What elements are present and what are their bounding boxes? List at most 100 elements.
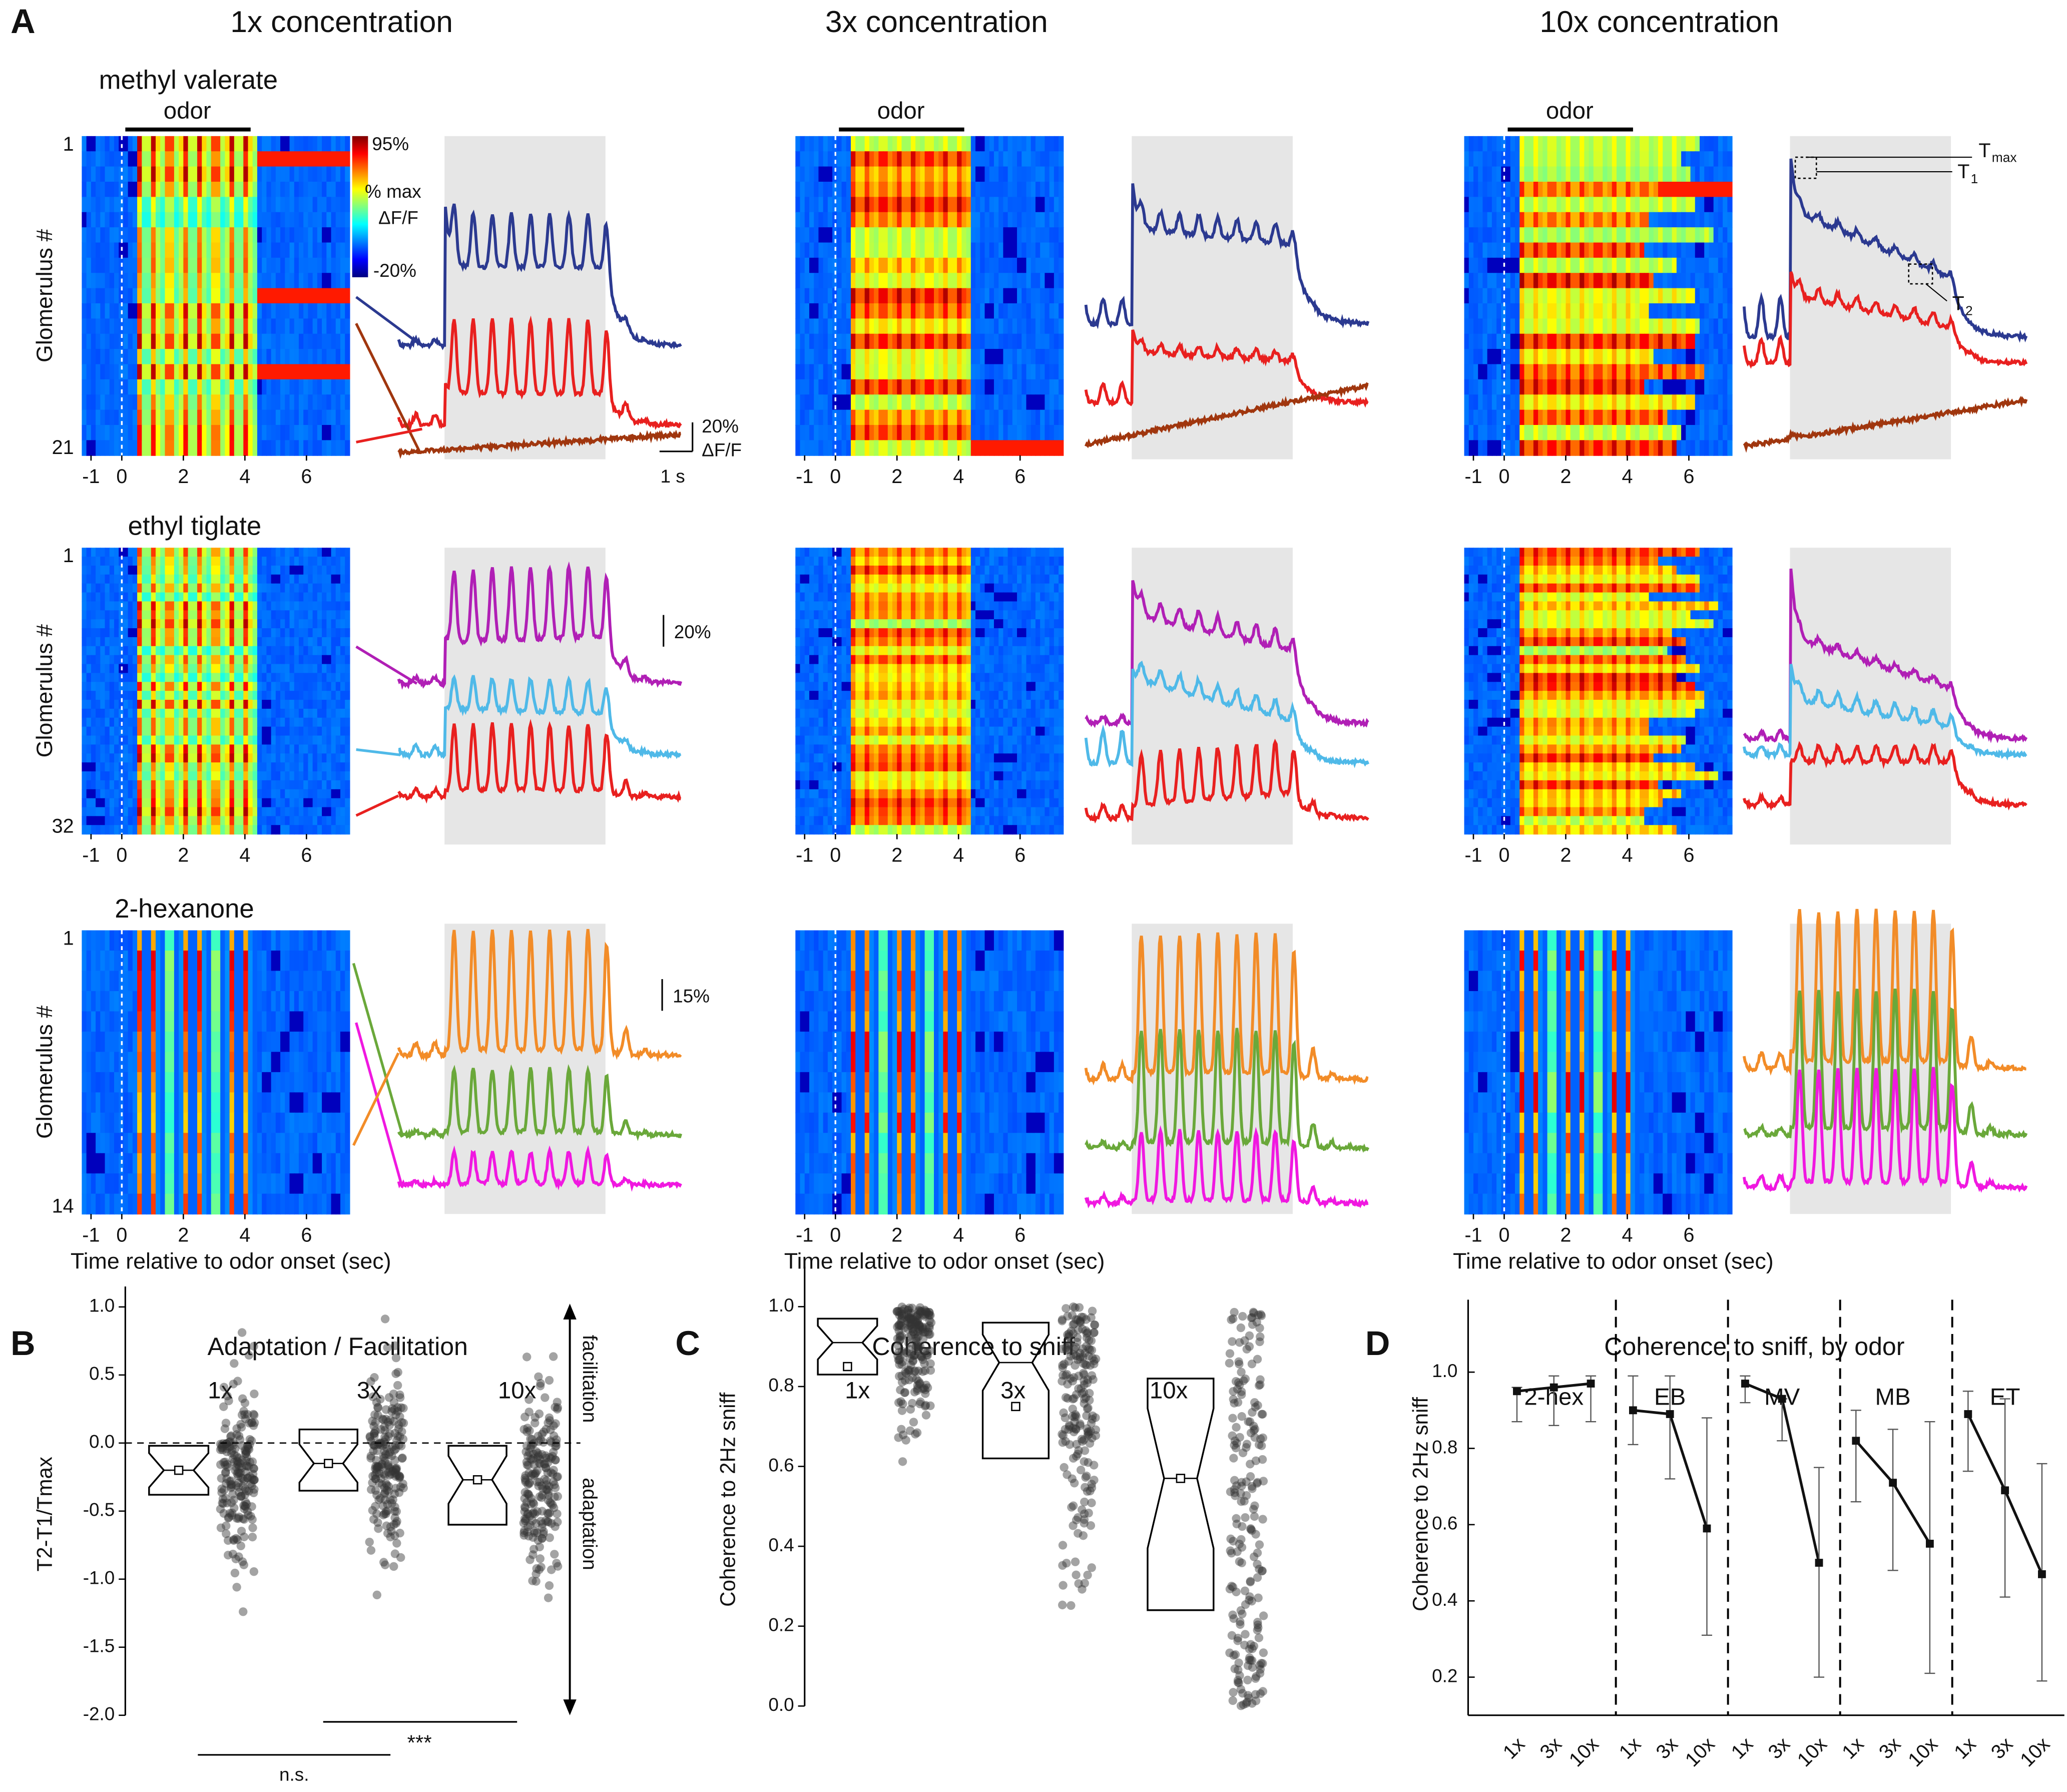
- heatmap-cell: [165, 798, 170, 808]
- heatmap-cell: [345, 1193, 350, 1215]
- heatmap-cell: [202, 771, 207, 781]
- heatmap-cell: [220, 771, 226, 781]
- heatmap-cell: [156, 557, 161, 566]
- heatmap-cell: [114, 1072, 120, 1093]
- heatmap-cell: [275, 798, 281, 808]
- heatmap-cell: [206, 744, 212, 754]
- heatmap-cell: [123, 691, 129, 701]
- heatmap-cell: [308, 971, 313, 992]
- heatmap-cell: [874, 197, 879, 213]
- heatmap-cell: [128, 409, 133, 426]
- heatmap-cell: [275, 717, 281, 727]
- heatmap-cell: [100, 628, 106, 638]
- heatmap-cell: [317, 424, 323, 441]
- heatmap-cell: [294, 166, 300, 183]
- heatmap-cell: [123, 257, 129, 274]
- heatmap-cell: [192, 557, 198, 566]
- heatmap-cell: [105, 273, 110, 289]
- heatmap-cell: [86, 318, 92, 334]
- heatmap-cell: [243, 726, 249, 736]
- heatmap-cell: [225, 212, 230, 228]
- heatmap-cell: [179, 780, 184, 790]
- heatmap-cell: [128, 227, 133, 243]
- heatmap-cell: [924, 151, 930, 167]
- heatmap-cell: [128, 930, 133, 952]
- heatmap-cell: [229, 333, 235, 350]
- heatmap-cell: [192, 951, 198, 972]
- heatmap-cell: [266, 583, 272, 593]
- heatmap-cell: [123, 409, 129, 426]
- heatmap-cell: [234, 574, 240, 584]
- heatmap-cell: [897, 379, 902, 395]
- heatmap-cell: [132, 930, 138, 952]
- heatmap-cell: [160, 166, 166, 183]
- heatmap-cell: [322, 726, 327, 736]
- heatmap-cell: [975, 242, 981, 258]
- heatmap-cell: [91, 762, 97, 772]
- heatmap-cell: [137, 610, 143, 620]
- heatmap-cell: [298, 565, 304, 575]
- heatmap-cell: [326, 971, 332, 992]
- heatmap-cell: [215, 288, 221, 304]
- heatmap-cell: [215, 333, 221, 350]
- heatmap-cell: [285, 424, 290, 441]
- heatmap-cell: [285, 991, 290, 1012]
- heatmap-cell: [289, 303, 295, 319]
- heatmap-cell: [298, 557, 304, 566]
- heatmap-cell: [91, 166, 97, 183]
- heatmap-cell: [165, 762, 170, 772]
- heatmap-cell: [248, 227, 253, 243]
- heatmap-cell: [850, 212, 856, 228]
- heatmap-cell: [109, 197, 115, 213]
- heatmap-cell: [146, 971, 152, 992]
- heatmap-cell: [109, 1052, 115, 1073]
- heatmap-cell: [823, 166, 828, 183]
- heatmap-cell: [308, 708, 313, 718]
- heatmap-cell: [137, 1112, 143, 1134]
- heatmap-cell: [326, 700, 332, 709]
- heatmap-cell: [303, 1173, 309, 1194]
- heatmap-cell: [160, 816, 166, 826]
- heatmap-cell: [169, 1112, 175, 1134]
- heatmap-cell: [128, 288, 133, 304]
- heatmap-cell: [795, 379, 801, 395]
- heatmap-cell: [197, 735, 203, 745]
- heatmap-cell: [183, 574, 189, 584]
- heatmap-cell: [229, 691, 235, 701]
- heatmap-cell: [271, 717, 276, 727]
- heatmap-cell: [308, 333, 313, 350]
- heatmap-cell: [225, 557, 230, 566]
- heatmap-cell: [252, 708, 258, 718]
- heatmap-cell: [1021, 182, 1027, 198]
- heatmap-cell: [202, 708, 207, 718]
- heatmap-cell: [160, 349, 166, 365]
- heatmap-cell: [192, 333, 198, 350]
- heatmap-cell: [345, 726, 350, 736]
- heatmap-cell: [285, 744, 290, 754]
- heatmap-cell: [197, 303, 203, 319]
- heatmap-cell: [312, 182, 318, 198]
- heatmap-cell: [335, 771, 341, 781]
- heatmap-cell: [335, 807, 341, 817]
- heatmap-cell: [248, 1092, 253, 1113]
- heatmap-cell: [266, 303, 272, 319]
- heatmap-cell: [86, 557, 92, 566]
- heatmap-cell: [294, 1112, 300, 1134]
- heatmap-cell: [887, 303, 893, 319]
- heatmap-cell: [298, 807, 304, 817]
- heatmap-cell: [294, 673, 300, 683]
- heatmap-cell: [271, 771, 276, 781]
- heatmap-cell: [800, 136, 805, 152]
- heatmap-cell: [114, 1133, 120, 1154]
- heatmap-cell: [243, 379, 249, 395]
- heatmap-cell: [975, 273, 981, 289]
- heatmap-cell: [832, 212, 838, 228]
- heatmap-cell: [156, 691, 161, 701]
- heatmap-cell: [1045, 288, 1050, 304]
- heatmap-cell: [165, 1112, 170, 1134]
- heatmap-cell: [901, 182, 907, 198]
- heatmap-cell: [86, 1092, 92, 1113]
- heatmap-cell: [123, 557, 129, 566]
- heatmap-cell: [211, 610, 216, 620]
- heatmap-cell: [271, 951, 276, 972]
